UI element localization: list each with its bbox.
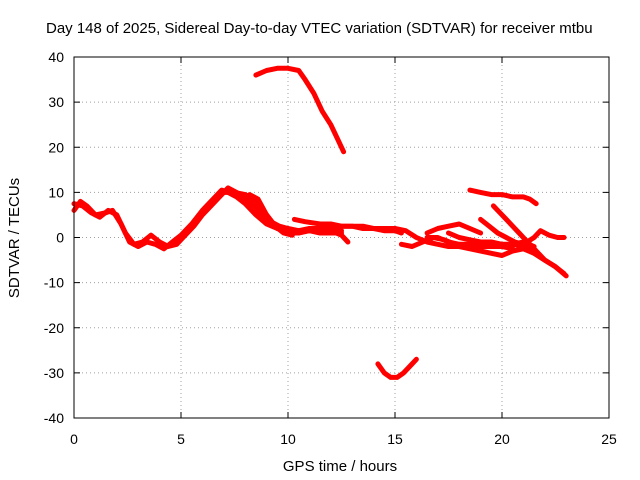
series-arc-7 — [285, 226, 351, 245]
series-arc-13 — [467, 187, 539, 207]
x-tick-label: 15 — [387, 431, 403, 447]
y-tick-label: 10 — [48, 184, 64, 200]
series-arc-6 — [291, 216, 567, 277]
x-tick-label: 20 — [494, 431, 510, 447]
y-axis-label: SDTVAR / TECUs — [6, 178, 23, 298]
y-tick-label: 40 — [48, 49, 64, 65]
data-series — [71, 65, 569, 380]
y-tick-label: 20 — [48, 139, 64, 155]
y-tick-label: 0 — [56, 230, 64, 246]
series-arc-1 — [71, 187, 404, 252]
x-tick-label: 10 — [280, 431, 296, 447]
y-tick-label: 30 — [48, 94, 64, 110]
chart-title: Day 148 of 2025, Sidereal Day-to-day VTE… — [46, 20, 593, 37]
series-arc-4 — [247, 192, 295, 238]
x-tick-label: 5 — [177, 431, 185, 447]
x-tick-label: 0 — [70, 431, 78, 447]
series-arc-16 — [510, 228, 567, 247]
y-tick-label: -20 — [44, 320, 64, 336]
series-arc-14 — [490, 203, 548, 263]
axis-ticks: 0 5 10 15 20 25 -40 -30 -20 -10 0 10 20 30 40 — [44, 49, 617, 447]
series-arc-8 — [375, 356, 419, 380]
series-arc-2 — [71, 185, 344, 249]
x-axis-label: GPS time / hours — [283, 458, 397, 475]
series-arc-17 — [467, 239, 516, 252]
y-tick-label: -10 — [44, 275, 64, 291]
x-tick-label: 25 — [601, 431, 617, 447]
y-tick-label: -40 — [44, 410, 64, 426]
series-arc-5 — [253, 65, 347, 155]
y-tick-label: -30 — [44, 365, 64, 381]
series-arc-11 — [424, 221, 484, 236]
